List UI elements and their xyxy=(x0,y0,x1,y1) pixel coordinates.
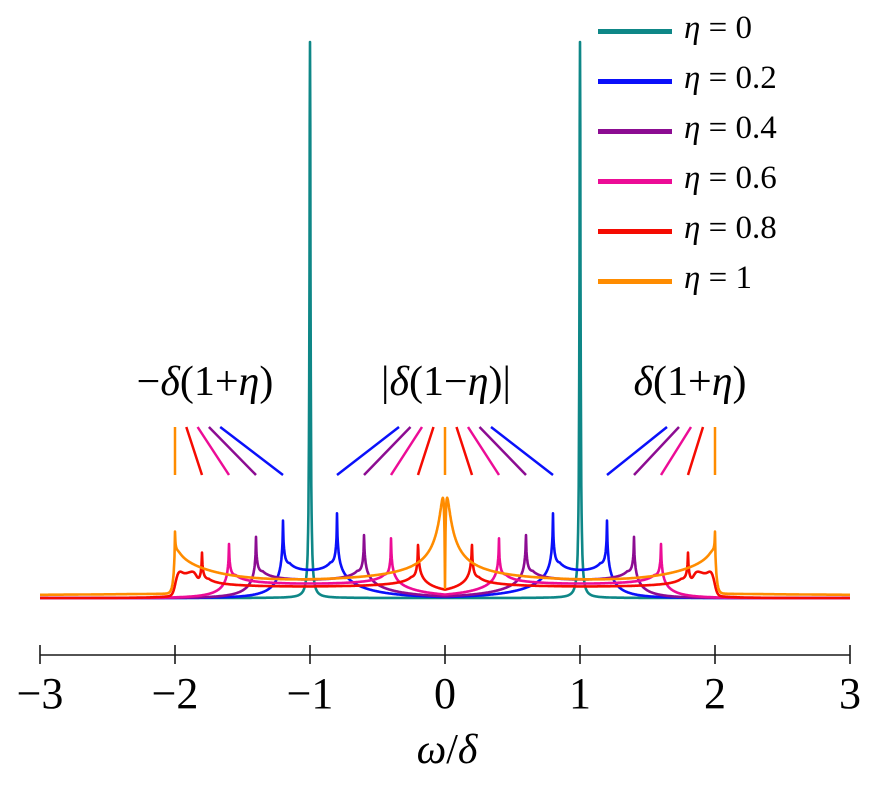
pointer-line xyxy=(336,426,400,476)
curve-eta-0-8 xyxy=(39,543,851,600)
pointer-line xyxy=(478,426,527,476)
pointer-line xyxy=(196,426,231,476)
pointer-line xyxy=(633,426,680,476)
annotation-right-delta-1-plus-eta: δ(1+η) xyxy=(633,359,747,405)
annotation-left-delta-1-plus-eta: −δ(1+η) xyxy=(136,359,274,405)
legend-label: η = 0.8 xyxy=(684,210,777,246)
pointer-line xyxy=(363,426,412,476)
legend-line-swatch xyxy=(598,178,672,184)
pointer-line xyxy=(466,426,501,476)
annotation-center-delta-1-minus-eta: |δ(1−η)| xyxy=(381,359,511,405)
x-tick-label--2: −2 xyxy=(151,669,199,718)
legend-label: η = 0.6 xyxy=(684,160,777,196)
legend-label: η = 1 xyxy=(684,260,752,296)
pointer-fan-center xyxy=(336,426,554,476)
curve-eta-1 xyxy=(39,496,851,597)
pointer-fan-right xyxy=(606,426,717,476)
pointer-line xyxy=(455,426,474,476)
x-axis xyxy=(39,645,851,664)
pointer-line xyxy=(389,426,424,476)
legend-label: η = 0.4 xyxy=(684,110,777,146)
pointer-line xyxy=(606,426,668,476)
legend-line-swatch xyxy=(598,128,672,134)
x-tick-label-3: 3 xyxy=(839,669,861,718)
pointer-line xyxy=(185,426,204,476)
legend-line-swatch xyxy=(598,228,672,234)
pointer-line xyxy=(219,426,284,476)
legend-line-swatch xyxy=(598,278,672,284)
x-tick-label--3: −3 xyxy=(16,669,64,718)
legend-label: η = 0.2 xyxy=(684,60,777,96)
pointer-fan-left xyxy=(173,426,284,476)
pointer-line xyxy=(416,426,435,476)
x-tick-label--1: −1 xyxy=(286,669,334,718)
x-tick-label-2: 2 xyxy=(704,669,726,718)
legend-label: η = 0 xyxy=(684,10,752,46)
pointer-line xyxy=(686,426,705,476)
legend-line-swatch xyxy=(598,78,672,84)
pointer-line xyxy=(659,426,693,476)
legend-line-swatch xyxy=(598,28,672,34)
x-tick-label-1: 1 xyxy=(569,669,591,718)
curve-eta-0-6 xyxy=(39,537,851,600)
x-axis-label: ω/δ xyxy=(416,727,478,773)
pointer-line xyxy=(490,426,554,476)
pointer-line xyxy=(208,426,257,476)
x-tick-label-0: 0 xyxy=(434,669,456,718)
